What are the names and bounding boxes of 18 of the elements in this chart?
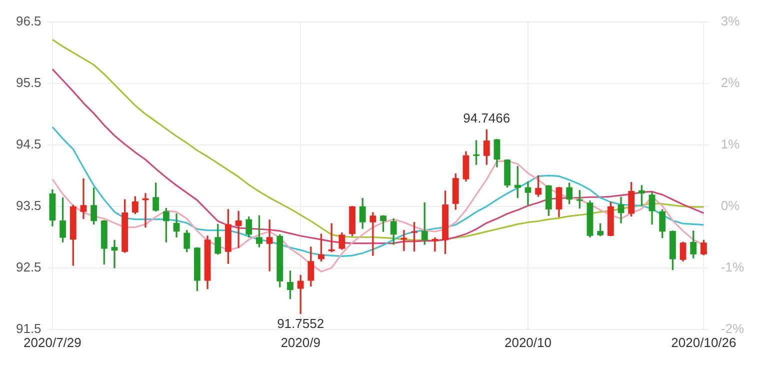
annotation: 94.7466 [463,110,510,126]
x-tick-label: 2020/9 [280,334,320,350]
y-tick-label: 91.5 [16,320,42,336]
annotation: 91.7552 [277,316,324,331]
y-tick-label: 95.5 [16,74,42,90]
x-tick-label: 2020/10 [504,334,552,350]
y2-tick-label: -1% [720,259,744,274]
y-tick-label: 92.5 [16,259,42,274]
y-tick-label: 94.5 [16,136,42,152]
y2-tick-label: -2% [720,320,744,336]
x-tick-label: 2020/7/29 [24,334,82,350]
y2-tick-label: 3% [720,13,740,28]
y2-tick-label: 1% [720,136,740,152]
y-tick-label: 93.5 [16,198,42,213]
y2-tick-label: 0% [720,198,740,213]
y-tick-label: 96.5 [16,13,42,28]
x-tick-label: 2020/10/26 [671,334,736,350]
y2-tick-label: 2% [720,74,740,90]
